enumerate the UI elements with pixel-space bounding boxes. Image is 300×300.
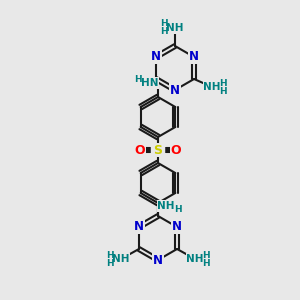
Text: H: H [106,259,114,268]
Text: O: O [171,143,181,157]
Text: H: H [219,79,227,88]
Text: HN: HN [141,78,159,88]
Text: H: H [160,20,168,28]
Text: N: N [170,83,180,97]
Text: N: N [153,254,163,266]
Text: H: H [134,74,142,83]
Text: NH: NH [166,23,184,33]
Text: H: H [202,250,210,260]
Text: NH: NH [157,201,175,211]
Text: NH: NH [203,82,221,92]
Text: S: S [154,143,163,157]
Text: H: H [202,259,210,268]
Text: N: N [151,50,161,64]
Text: N: N [172,220,182,233]
Text: N: N [134,220,144,233]
Text: H: H [106,250,114,260]
Text: H: H [219,86,227,95]
Text: N: N [189,50,199,64]
Text: NH: NH [112,254,130,264]
Text: H: H [160,28,168,37]
Text: O: O [135,143,145,157]
Text: H: H [174,206,182,214]
Text: NH: NH [186,254,204,264]
